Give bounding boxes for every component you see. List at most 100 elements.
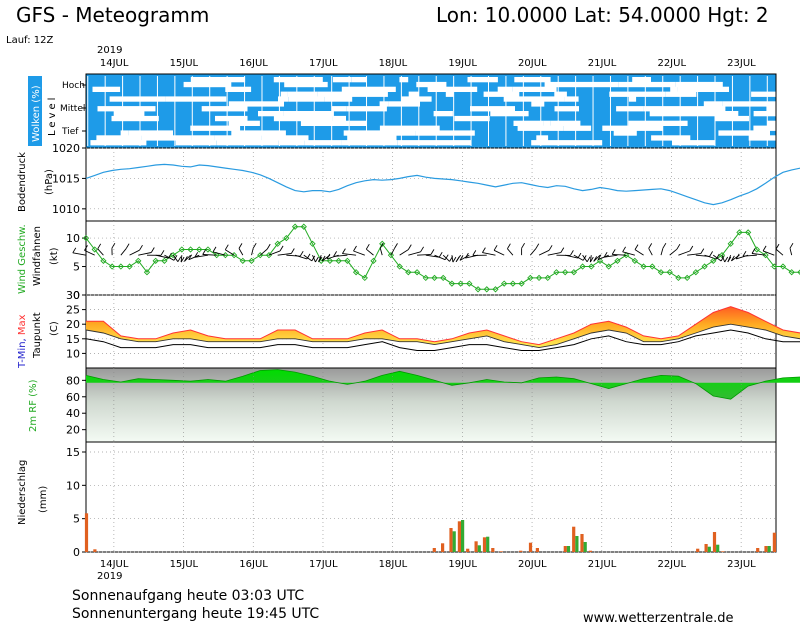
wind-point	[544, 274, 551, 282]
wind-barb	[225, 249, 235, 256]
cloud-gap	[351, 77, 367, 83]
precip-ylabel: Niederschlag	[17, 460, 28, 525]
wind-barb-feather	[731, 255, 735, 262]
cloud-gap	[454, 115, 490, 122]
date-axis-bottom: 14JUL 15JUL 16JUL 17JUL 18JUL 19JUL 20JUL 21JUL…	[100, 559, 756, 570]
wind-barb	[789, 248, 793, 256]
wind-point	[196, 246, 203, 253]
cloud-gap	[748, 135, 776, 141]
date-label-top: 14JUL	[100, 58, 129, 69]
date-label-bottom: 17JUL	[309, 559, 338, 570]
cloud-gap	[399, 77, 409, 83]
cloud-gap	[677, 86, 729, 92]
wind-barb-feather	[493, 245, 498, 251]
date-label-bottom: 14JUL	[100, 559, 129, 570]
cloud-gap	[324, 96, 353, 102]
wind-point	[126, 263, 133, 270]
wind-point	[779, 263, 787, 270]
wind-point	[187, 246, 194, 253]
wind-barb-feather	[139, 244, 143, 251]
temperature-unit: (C)	[49, 321, 60, 336]
wind-barb	[408, 251, 421, 256]
wind-barb	[379, 248, 383, 256]
wind-barb-feather	[224, 244, 229, 250]
wind-barb	[582, 254, 588, 263]
wind-barb	[742, 254, 757, 257]
cloud-gap	[753, 111, 776, 117]
precip-convective-bar	[452, 531, 456, 552]
humidity-tick-label: 40	[66, 407, 80, 420]
cloud-gap	[536, 135, 549, 141]
cloud-gap	[514, 77, 551, 83]
wind-barb	[482, 252, 496, 256]
cloud-gap	[542, 140, 603, 146]
precip-tick-label: 15	[66, 446, 80, 459]
wind-point	[178, 246, 185, 253]
wind-barb-feather	[521, 242, 525, 249]
wind-barb-feather	[789, 242, 794, 249]
website-link[interactable]: www.wetterzentrale.de	[583, 611, 733, 625]
cloud-gap	[531, 140, 543, 146]
page-title: GFS - Meteogramm	[16, 3, 209, 27]
cloud-gap	[216, 140, 234, 146]
wind-barb	[366, 248, 374, 256]
wind-barb	[303, 254, 313, 262]
wind-barb	[721, 254, 726, 263]
wind-point	[108, 263, 116, 270]
wind-barb-feather	[775, 243, 780, 250]
precip-total-bar	[704, 544, 708, 552]
precip-tick-label: 0	[73, 546, 80, 559]
humidity-tick-label: 60	[66, 391, 80, 404]
cloud-gap	[512, 86, 557, 92]
cloud-gap	[751, 91, 776, 97]
wind-barb-feather	[455, 256, 460, 263]
wind-barb	[399, 249, 409, 256]
precip-total-bar	[482, 537, 487, 552]
wind-barb	[194, 254, 209, 258]
wind-barb-feather	[299, 250, 304, 257]
precip-convective-bar	[566, 546, 571, 552]
wind-point	[483, 286, 490, 293]
tmin-label: T-Min,	[17, 335, 28, 369]
wind-point	[701, 263, 708, 270]
cloud-gap	[332, 106, 347, 112]
cloud-gap	[602, 125, 609, 131]
cloud-gap	[467, 77, 498, 83]
cloud-gap	[618, 81, 676, 88]
cloud-gap	[96, 135, 142, 141]
wind-barb-feather	[507, 243, 511, 249]
wind-point	[631, 257, 639, 264]
precip-total-bar	[474, 541, 478, 552]
cloud-gap	[280, 91, 288, 97]
cloud-gap	[554, 91, 567, 97]
pressure-tick-label: 1020	[52, 142, 80, 155]
wind-point	[405, 269, 412, 276]
wind-barb	[459, 254, 470, 261]
temperature-ylabel: T-Min, Max	[17, 314, 28, 369]
wind-point	[683, 274, 691, 282]
wind-barb-feather	[482, 247, 486, 253]
date-label-bottom: 15JUL	[170, 559, 199, 570]
tmax-line	[86, 306, 800, 346]
wind-barb	[669, 248, 678, 256]
cloud-gap	[433, 111, 453, 117]
wind-barb	[678, 250, 690, 256]
cloud-gap	[415, 130, 475, 136]
wind-barb	[425, 254, 440, 258]
wind-barb	[97, 248, 104, 256]
precip-convective-bar	[716, 544, 720, 552]
wind-barb	[434, 254, 446, 261]
cloud-gap	[341, 140, 398, 146]
wind-point	[562, 269, 569, 276]
cloud-gap	[628, 120, 688, 126]
cloud-level-label: Level	[47, 95, 58, 136]
wind-point	[300, 223, 307, 230]
cloud-gap	[304, 140, 342, 146]
wind-barb-feather	[735, 253, 740, 260]
sunset-text: Sonnenuntergang heute 19:45 UTC	[72, 606, 319, 622]
wind-barb	[604, 254, 618, 258]
cloud-gap	[550, 120, 581, 126]
cloud-gap	[287, 91, 318, 97]
wind-frame	[85, 220, 777, 296]
cloud-gap	[113, 111, 145, 117]
